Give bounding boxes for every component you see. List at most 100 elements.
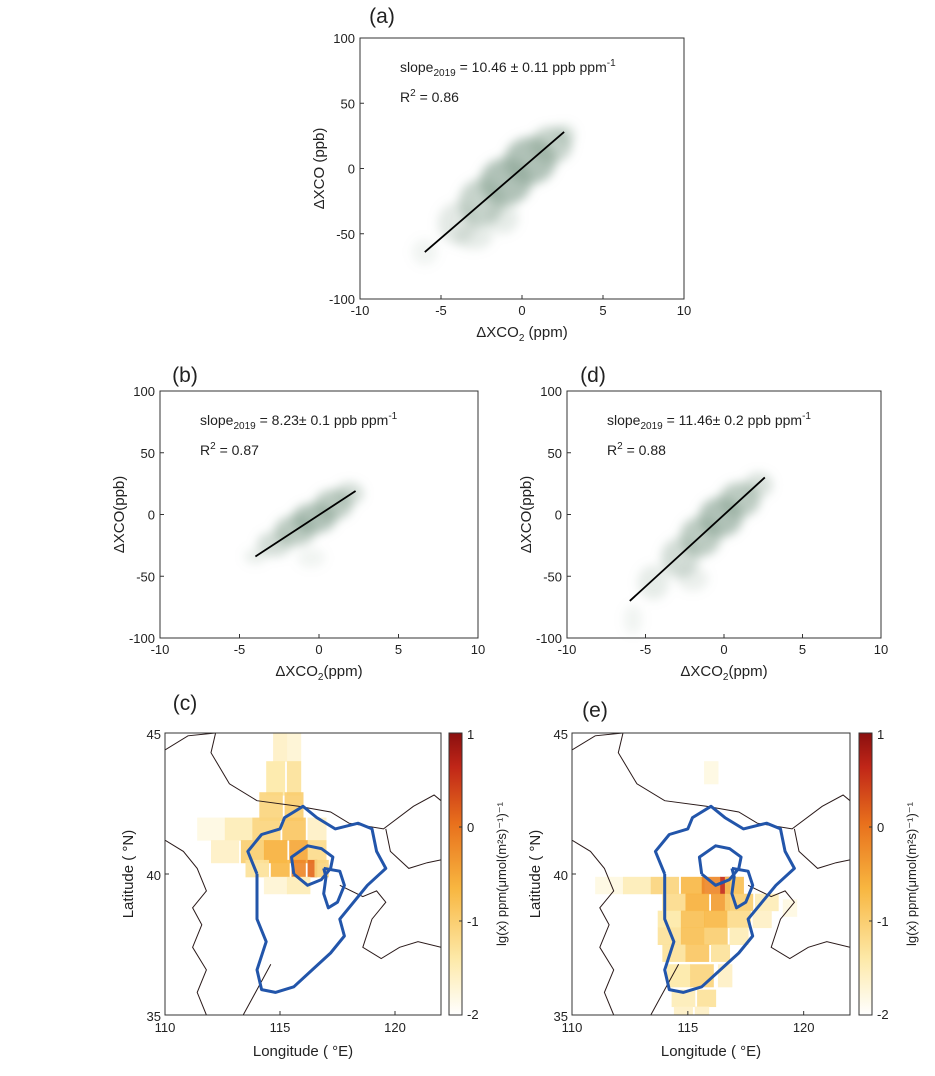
y-axis-label: ΔXCO (ppb)	[311, 128, 328, 210]
heatmap-cell	[595, 876, 624, 895]
y-tick-label: 0	[555, 508, 562, 523]
heatmap-cell	[697, 989, 717, 1008]
heatmap-cell	[671, 989, 696, 1008]
x-tick-label: 10	[677, 303, 691, 318]
heatmap-cell	[690, 964, 714, 988]
r-squared-annotation: R2 = 0.87	[200, 441, 259, 458]
y-tick-label: 0	[348, 162, 355, 177]
heatmap-cell	[224, 817, 253, 841]
heatmap-cell	[680, 876, 705, 895]
x-axis-label: ΔXCO2(ppm)	[680, 663, 767, 683]
x-tick-label: 0	[518, 303, 525, 318]
scatter-panel-d: -10 -5 0 5 10-100-50050100ΔXCO2(ppm)ΔXCO(ppb…	[518, 384, 888, 683]
colorbar-tick-label: -1	[467, 914, 479, 929]
x-tick-label: -5	[640, 642, 652, 657]
beijing-outline	[697, 844, 743, 887]
panel-label-b: (b)	[172, 364, 198, 387]
scatter-point-cluster	[486, 202, 519, 234]
boundary-line	[339, 884, 441, 960]
y-tick-label: 100	[333, 31, 355, 46]
scatter-point-cluster	[744, 472, 773, 498]
r-squared-annotation: R2 = 0.86	[400, 88, 459, 105]
colorbar-tick-label: -2	[877, 1007, 889, 1022]
heatmap-cell	[680, 927, 705, 945]
heatmap-cell	[662, 893, 687, 912]
x-tick-label: 10	[874, 642, 888, 657]
heatmap-cell	[673, 1006, 693, 1015]
colorbar-tick-label: 1	[877, 727, 884, 742]
y-tick-label: 40	[554, 868, 568, 883]
x-axis-label: Longitude ( °E)	[253, 1043, 353, 1060]
boundary-line	[165, 733, 441, 830]
heatmap-cell	[286, 733, 302, 762]
y-tick-label: 45	[147, 727, 161, 742]
beijing-outline	[290, 844, 335, 887]
y-axis-label: ΔXCO(ppb)	[111, 476, 128, 554]
heatmap-cell	[662, 944, 687, 962]
colorbar-gradient	[858, 732, 873, 1016]
panel-label-e: (e)	[582, 699, 608, 722]
heatmap-cell	[755, 893, 779, 912]
heatmap-cell	[680, 910, 705, 929]
x-axis-label: ΔXCO2 (ppm)	[476, 324, 567, 344]
x-tick-label: 5	[799, 642, 806, 657]
regression-line	[424, 131, 565, 253]
x-tick-label: -10	[351, 303, 370, 318]
y-tick-label: -50	[336, 227, 355, 242]
boundary-line	[572, 839, 615, 1015]
heatmap-cell	[685, 944, 710, 962]
heatmap-cell	[263, 840, 288, 864]
heatmap-cell	[307, 859, 318, 878]
scatter-point-cluster	[296, 547, 326, 568]
x-tick-label: 0	[720, 642, 727, 657]
slope-annotation: slope2019 = 8.23± 0.1 ppb ppm-1	[200, 411, 398, 432]
heatmap-cell	[197, 817, 226, 841]
x-tick-label: 0	[315, 642, 322, 657]
scatter-point-cluster	[637, 565, 670, 600]
heatmap-cell	[727, 910, 751, 929]
colorbar-tick-label: -1	[877, 914, 889, 929]
panel-label-a: (a)	[369, 5, 395, 28]
tianjin-outline	[322, 866, 346, 910]
heatmap-cell	[666, 964, 691, 988]
heatmap-cell	[266, 761, 286, 796]
y-axis-label: Latitude ( °N)	[120, 830, 137, 919]
y-axis-label: Latitude ( °N)	[527, 830, 544, 919]
heatmap-cell	[717, 964, 733, 988]
map-layers	[572, 733, 850, 1015]
heatmap-cell	[282, 817, 306, 841]
scatter-point-cluster	[676, 566, 709, 592]
y-tick-label: 35	[147, 1009, 161, 1024]
heatmap-cell	[694, 1006, 710, 1015]
x-tick-label: 5	[395, 642, 402, 657]
x-tick-label: -5	[234, 642, 246, 657]
colorbar-label: lg(x) ppm(μmol(m²s)⁻¹)⁻¹	[904, 801, 919, 946]
heatmap-cell	[711, 944, 731, 962]
x-tick-label: -10	[558, 642, 577, 657]
scatter-point-cluster	[453, 223, 493, 250]
heatmap-cell	[729, 927, 749, 945]
colorbar-label: lg(x) ppm(μmol(m²s)⁻¹)⁻¹	[494, 801, 509, 946]
heatmap-cell	[245, 859, 269, 878]
heatmap-cell	[701, 876, 721, 895]
x-tick-label: 110	[155, 1020, 176, 1035]
heatmap-cell	[622, 876, 652, 895]
boundary-line	[165, 839, 207, 1015]
heatmap-cell	[263, 876, 288, 895]
boundary-line	[572, 733, 850, 830]
x-axis-label: ΔXCO2(ppm)	[275, 663, 362, 683]
x-tick-label: 5	[599, 303, 606, 318]
heatmap-cell	[270, 859, 290, 878]
x-tick-label: -5	[435, 303, 447, 318]
heatmap-cell	[657, 927, 682, 945]
y-tick-label: -100	[536, 631, 562, 646]
colorbar-tick-label: 0	[877, 820, 884, 835]
y-tick-label: 40	[147, 868, 161, 883]
hebei-outline	[246, 804, 388, 994]
y-tick-label: -100	[329, 292, 355, 307]
boundary-line	[385, 828, 441, 869]
heatmap-cell	[211, 840, 240, 864]
y-tick-label: 35	[554, 1009, 568, 1024]
boundary-line	[242, 963, 272, 1015]
